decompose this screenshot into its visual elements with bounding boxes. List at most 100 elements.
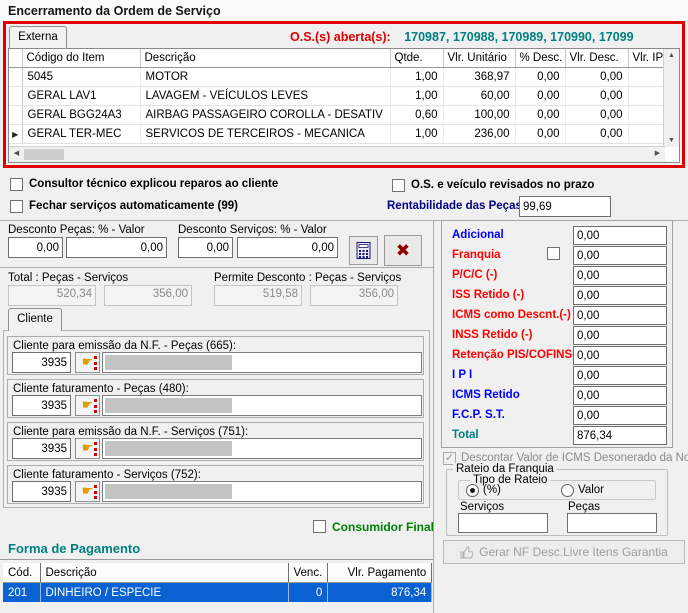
- retencao-pis-cofins-input[interactable]: [573, 346, 667, 365]
- pcc-input[interactable]: [573, 266, 667, 285]
- os-items-table: Código do Item Descrição Qtde. Vlr. Unit…: [9, 49, 664, 144]
- rateio-franquia-group: [446, 469, 668, 536]
- title-strip: [0, 0, 688, 21]
- col-vlr-desc[interactable]: Vlr. Desc.: [565, 49, 629, 68]
- cliente-fat-servicos-lookup-button[interactable]: ☛: [75, 481, 100, 502]
- desconto-pecas-pct-input[interactable]: [8, 237, 63, 258]
- scrollbar-thumb[interactable]: [24, 149, 64, 160]
- cell-venc: 0: [288, 582, 329, 602]
- tab-cliente[interactable]: Cliente: [8, 308, 62, 331]
- scroll-right-icon[interactable]: ▶: [654, 150, 661, 157]
- total-label: Total: [452, 429, 479, 441]
- col-descricao[interactable]: Descrição: [140, 49, 391, 68]
- ipi-input[interactable]: [573, 366, 667, 385]
- gerar-nf-garantia-button[interactable]: Gerar NF Desc.Livre Itens Garantia: [443, 540, 685, 564]
- rentabilidade-input[interactable]: [519, 196, 611, 217]
- col-cod[interactable]: Cód.: [3, 563, 41, 583]
- column-divider: [433, 220, 434, 613]
- icms-descnt-label: ICMS como Descnt.(-): [452, 309, 571, 321]
- col-venc[interactable]: Venc.: [288, 563, 329, 583]
- cliente-fat-servicos-code-input[interactable]: [12, 481, 71, 502]
- os-item-row[interactable]: GERAL LAV1 LAVAGEM - VEÍCULOS LEVES 1,00…: [9, 86, 664, 106]
- adicional-label: Adicional: [452, 229, 504, 241]
- cell-vlr-unitario: 100,00: [443, 105, 516, 125]
- cell-codigo: 5045: [22, 67, 141, 87]
- descontar-icms-checkbox: ✓: [443, 452, 456, 465]
- total-input[interactable]: [573, 426, 667, 445]
- valores-panel: Adicional Franquia P/C/C (-) ISS Retido …: [441, 220, 673, 448]
- rateio-servicos-input[interactable]: [458, 513, 548, 533]
- os-item-row[interactable]: GERAL BGG24A3 AIRBAG PASSAGEIRO COROLLA …: [9, 105, 664, 125]
- iss-retido-input[interactable]: [573, 286, 667, 305]
- cliente-nf-pecas-code-input[interactable]: [12, 352, 71, 373]
- os-item-row-current[interactable]: ▶ GERAL TER-MEC SERVICOS DE TERCEIROS - …: [9, 124, 664, 144]
- vertical-scrollbar[interactable]: ▲ ▼: [663, 49, 679, 147]
- consultor-checkbox[interactable]: [10, 178, 23, 191]
- rateio-franquia-legend: Rateio da Franquia: [453, 463, 557, 475]
- pagamento-table: Cód. Descrição Venc. Vlr. Pagamento 201 …: [3, 563, 433, 602]
- pagamento-row-selected[interactable]: 201 DINHEIRO / ESPECIE 0 876,34: [3, 582, 433, 602]
- col-perc-desc[interactable]: % Desc.: [515, 49, 566, 68]
- cliente-nf-servicos-lookup-button[interactable]: ☛: [75, 438, 100, 459]
- franquia-checkbox[interactable]: [547, 247, 560, 260]
- cell-descricao: AIRBAG PASSAGEIRO COROLLA - DESATIV: [140, 105, 391, 125]
- franquia-label: Franquia: [452, 249, 501, 261]
- calculate-discount-button[interactable]: [349, 236, 378, 265]
- rateio-valor-radio[interactable]: [561, 484, 574, 497]
- red-dots-icon: [94, 356, 97, 370]
- os-items-grid: Código do Item Descrição Qtde. Vlr. Unit…: [8, 48, 680, 163]
- os-item-row[interactable]: 5045 MOTOR 1,00 368,97 0,00 0,00: [9, 67, 664, 87]
- cliente-nf-pecas-lookup-button[interactable]: ☛: [75, 352, 100, 373]
- scroll-down-icon[interactable]: ▼: [668, 137, 675, 144]
- gerar-nf-garantia-label: Gerar NF Desc.Livre Itens Garantia: [479, 545, 668, 559]
- cliente-fat-pecas-lookup-button[interactable]: ☛: [75, 395, 100, 416]
- adicional-input[interactable]: [573, 226, 667, 245]
- franquia-input[interactable]: [573, 246, 667, 265]
- col-codigo[interactable]: Código do Item: [22, 49, 141, 68]
- horizontal-scrollbar[interactable]: ◀ ▶: [9, 146, 665, 162]
- rateio-percent-radio[interactable]: [466, 484, 479, 497]
- col-vlr-pagamento[interactable]: Vlr. Pagamento: [327, 563, 433, 583]
- scroll-left-icon[interactable]: ◀: [13, 150, 20, 157]
- icms-retido-input[interactable]: [573, 386, 667, 405]
- col-qtde[interactable]: Qtde.: [390, 49, 444, 68]
- consumidor-final-label: Consumidor Final: [332, 520, 434, 534]
- rateio-pecas-input[interactable]: [567, 513, 657, 533]
- col-vlr-unitario[interactable]: Vlr. Unitário: [443, 49, 516, 68]
- cell-qtde: 0,60: [390, 105, 444, 125]
- revisados-checkbox[interactable]: [392, 179, 405, 192]
- cliente-nf-servicos-code-input[interactable]: [12, 438, 71, 459]
- ipi-label: I P I: [452, 369, 473, 381]
- red-x-icon: ✖: [395, 241, 411, 260]
- hand-pointer-icon: ☛: [81, 397, 94, 412]
- fechar-servicos-checkbox[interactable]: [10, 200, 23, 213]
- pagamento-header-row: Cód. Descrição Venc. Vlr. Pagamento: [3, 563, 433, 583]
- rentabilidade-label: Rentabilidade das Peças: [387, 200, 522, 212]
- clear-discount-button[interactable]: ✖: [384, 235, 422, 266]
- col-descricao[interactable]: Descrição: [40, 563, 289, 583]
- desconto-servicos-pct-input[interactable]: [178, 237, 233, 258]
- tab-externa[interactable]: Externa: [9, 26, 67, 48]
- cell-codigo: GERAL BGG24A3: [22, 105, 141, 125]
- scroll-up-icon[interactable]: ▲: [668, 52, 675, 59]
- cell-perc-desc: 0,00: [515, 105, 566, 125]
- cell-descricao: SERVICOS DE TERCEIROS - MECANICA: [140, 124, 391, 144]
- inss-retido-input[interactable]: [573, 326, 667, 345]
- desconto-servicos-valor-input[interactable]: [237, 237, 338, 258]
- retencao-pis-cofins-label: Retenção PIS/COFINS(-): [452, 349, 584, 361]
- cell-vlr-desc: 0,00: [565, 124, 629, 144]
- cell-codigo: GERAL LAV1: [22, 86, 141, 106]
- desconto-pecas-label: Desconto Peças: % - Valor: [8, 224, 145, 236]
- cliente-fat-servicos-group: Cliente faturamento - Serviços (752): ☛: [7, 465, 424, 504]
- fcp-st-input[interactable]: [573, 406, 667, 425]
- divider: [0, 267, 433, 268]
- icms-descnt-input[interactable]: [573, 306, 667, 325]
- cliente-fat-pecas-code-input[interactable]: [12, 395, 71, 416]
- cell-vlr-pagamento: 876,34: [327, 582, 433, 602]
- hand-pointer-icon: ☛: [81, 483, 94, 498]
- divider: [0, 220, 688, 221]
- desconto-pecas-valor-input[interactable]: [66, 237, 167, 258]
- col-vlr-ipi[interactable]: Vlr. IP: [628, 49, 664, 68]
- cliente-nf-pecas-name-field: [102, 352, 422, 373]
- consumidor-final-checkbox[interactable]: [313, 520, 326, 533]
